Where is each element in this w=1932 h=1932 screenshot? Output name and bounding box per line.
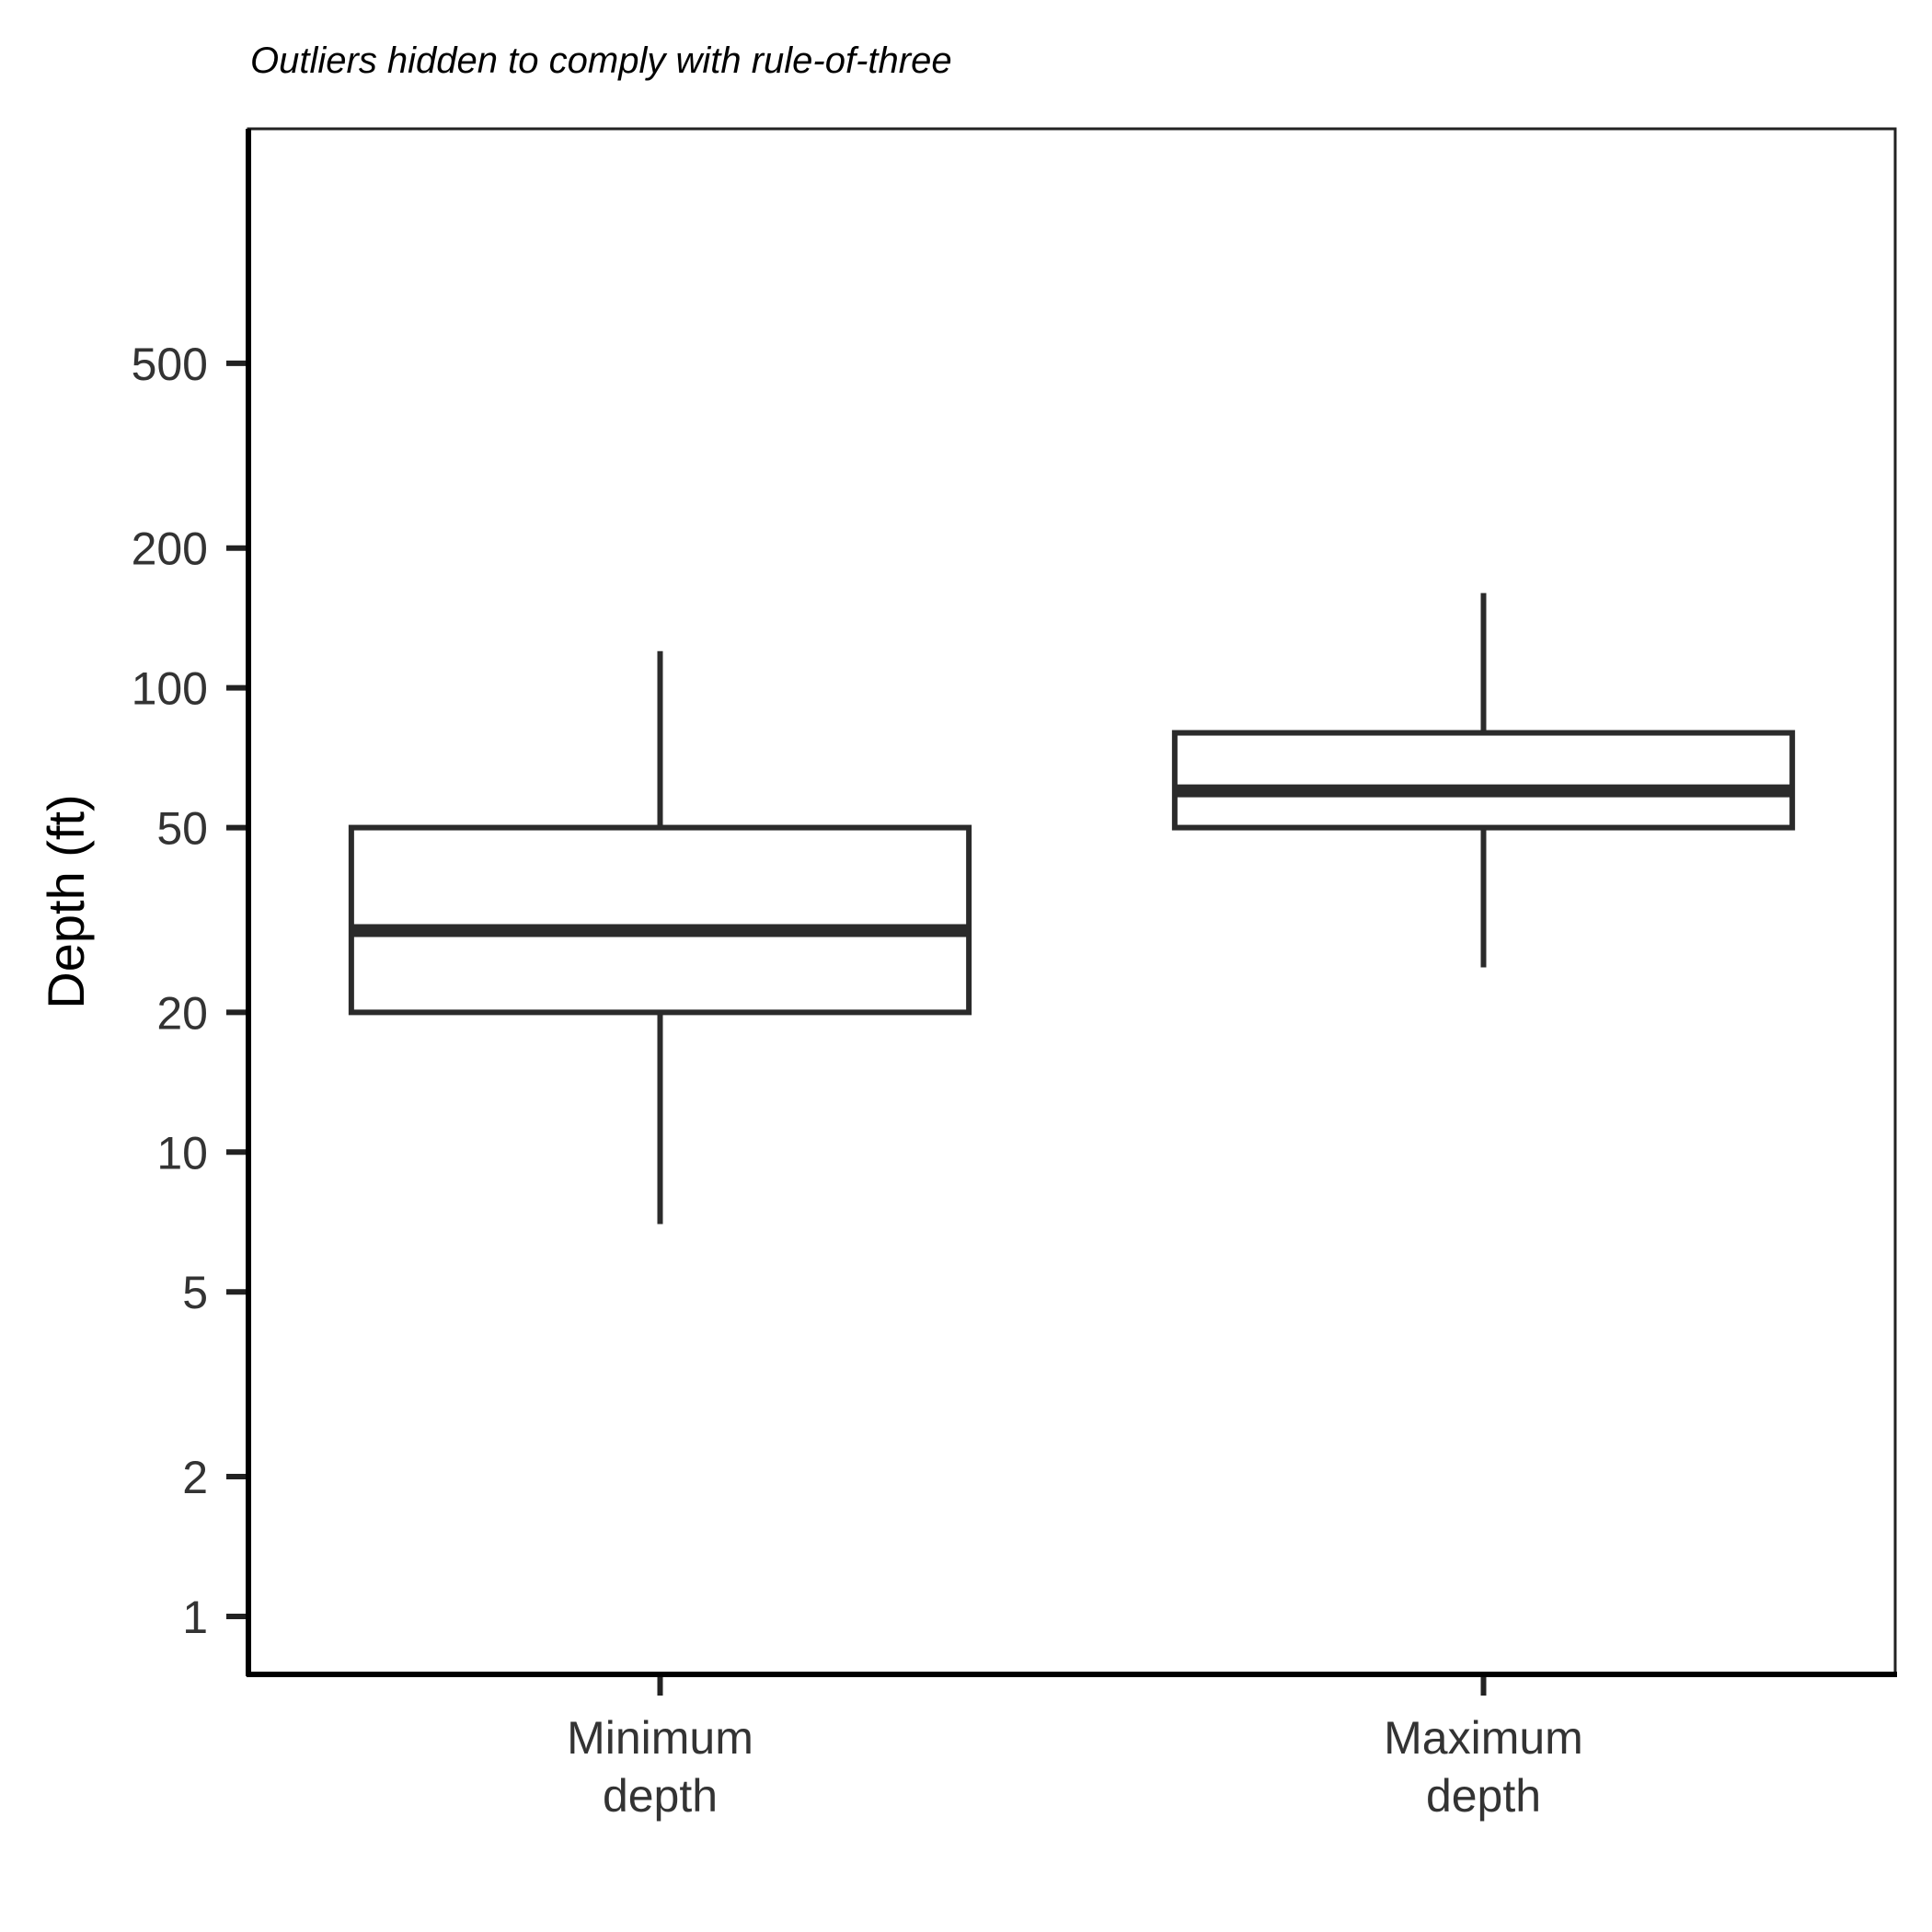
chart-subtitle: Outliers hidden to comply with rule-of-t… [250,40,952,81]
x-tick-label: Maximum [1384,1712,1583,1764]
x-tick-label: depth [603,1770,718,1822]
y-tick-label: 2 [182,1452,208,1503]
y-tick-label: 200 [132,523,208,575]
box-iqr [1171,730,1796,831]
y-tick-label: 500 [132,339,208,390]
boxes-layer [348,592,1796,1225]
y-tick-label: 5 [182,1267,208,1318]
x-tick-label: Minimum [567,1712,753,1764]
y-axis-title: Depth (ft) [37,794,95,1008]
y-tick-label: 50 [156,803,208,855]
box-iqr [348,824,972,1016]
y-tick-label: 1 [182,1592,208,1643]
y-axis-ticks: 1 2 5 10 20 50 100 200 500 [132,339,246,1643]
x-axis-ticks: Minimum depth Maximum depth [567,1677,1583,1822]
y-tick-label: 10 [156,1127,208,1179]
y-tick-label: 20 [156,987,208,1039]
y-tick-label: 100 [132,663,208,715]
x-tick-label: depth [1426,1770,1541,1822]
